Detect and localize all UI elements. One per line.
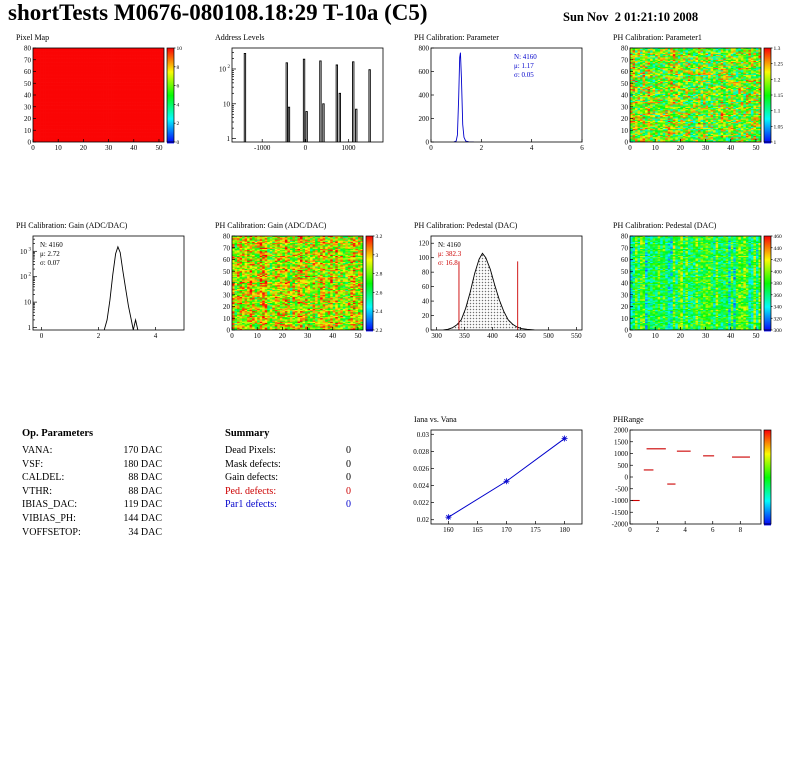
param-row: VANA: 170 DAC [22, 444, 162, 458]
summary-block: Summary Dead Pixels: 0 Mask defects: 0 Gain … [225, 428, 351, 512]
param-row: Ped. defects: 0 [225, 485, 351, 499]
panel-pixel-map: Pixel Map [6, 33, 198, 157]
param-value: 88 DAC [128, 472, 162, 484]
op-parameters-heading: Op. Parameters [22, 428, 94, 439]
panel-pedestal-heatmap: PH Calibration: Pedestal (DAC) [603, 221, 795, 345]
panel-gain-histogram: PH Calibration: Gain (ADC/DAC) [6, 221, 198, 345]
page-title: shortTests M0676-080108.18:29 T-10a (C5) [8, 0, 428, 25]
pixel-map-heatmap [6, 43, 198, 155]
param-label: VIBIAS_PH: [22, 512, 76, 524]
param-value: 88 DAC [128, 485, 162, 497]
phrange-chart [603, 425, 795, 537]
param-value: 0 [346, 472, 351, 484]
param-label: VSF: [22, 458, 44, 470]
panel-title: Pixel Map [16, 33, 50, 42]
pedestal-histogram [404, 231, 596, 343]
param-value: 180 DAC [123, 458, 162, 470]
param-row: VIBIAS_PH: 144 DAC [22, 512, 162, 526]
panel-title: PHRange [613, 415, 644, 424]
panel-title: PH Calibration: Pedestal (DAC) [414, 221, 518, 230]
param-label: Ped. defects: [225, 485, 277, 497]
op-parameters-rows: VANA: 170 DAC VSF: 180 DAC CALDEL: 88 DAC VTHR… [22, 444, 162, 539]
panel-title: PH Calibration: Parameter [414, 33, 499, 42]
panel-ph-calibration-parameter: PH Calibration: Parameter [404, 33, 596, 157]
address-levels-histogram [205, 43, 397, 155]
panel-gain-heatmap: PH Calibration: Gain (ADC/DAC) [205, 221, 397, 345]
param-row: Mask defects: 0 [225, 458, 351, 472]
param-value: 144 DAC [123, 512, 162, 524]
param-label: VOFFSETOP: [22, 526, 81, 538]
panel-title: PH Calibration: Pedestal (DAC) [613, 221, 717, 230]
param-value: 34 DAC [128, 526, 162, 538]
gain-histogram [6, 231, 198, 343]
panel-ph-calibration-parameter1: PH Calibration: Parameter1 [603, 33, 795, 157]
panel-title: PH Calibration: Parameter1 [613, 33, 702, 42]
timestamp: Sun Nov 2 01:21:10 2008 [563, 10, 699, 24]
gain-heatmap [205, 231, 397, 343]
param-label: Mask defects: [225, 458, 281, 470]
panel-address-levels: Address Levels [205, 33, 397, 157]
param-label: Dead Pixels: [225, 445, 276, 456]
param-label: VANA: [22, 445, 53, 456]
param-row: Gain defects: 0 [225, 471, 351, 485]
param-value: 0 [346, 499, 351, 511]
summary-heading: Summary [225, 428, 270, 439]
param-row: VSF: 180 DAC [22, 458, 162, 472]
param-row: IBIAS_DAC: 119 DAC [22, 498, 162, 512]
param-row: CALDEL: 88 DAC [22, 471, 162, 485]
param-value: 170 DAC [123, 445, 162, 456]
param-value: 0 [346, 458, 351, 470]
param-row: VTHR: 88 DAC [22, 485, 162, 499]
param-label: Par1 defects: [225, 499, 277, 511]
param-row: Par1 defects: 0 [225, 498, 351, 512]
panel-title: Iana vs. Vana [414, 415, 457, 424]
panel-phrange: PHRange [603, 415, 795, 539]
op-parameters-block: Op. Parameters VANA: 170 DAC VSF: 180 DAC CA… [22, 428, 162, 539]
panel-title: PH Calibration: Gain (ADC/DAC) [16, 221, 128, 230]
param-value: 0 [346, 485, 351, 497]
summary-rows: Dead Pixels: 0 Mask defects: 0 Gain defects:… [225, 444, 351, 512]
param-label: Gain defects: [225, 472, 279, 484]
param-row: Dead Pixels: 0 [225, 444, 351, 458]
pedestal-heatmap [603, 231, 795, 343]
param-row: VOFFSETOP: 34 DAC [22, 526, 162, 540]
param-value: 0 [346, 445, 351, 456]
iana-vs-vana-line-chart [404, 425, 596, 537]
ph-parameter1-heatmap [603, 43, 795, 155]
ph-parameter-histogram [404, 43, 596, 155]
panel-title: PH Calibration: Gain (ADC/DAC) [215, 221, 327, 230]
panel-title: Address Levels [215, 33, 265, 42]
panel-iana-vs-vana: Iana vs. Vana [404, 415, 596, 539]
panel-pedestal-histogram: PH Calibration: Pedestal (DAC) [404, 221, 596, 345]
param-label: CALDEL: [22, 472, 65, 484]
param-value: 119 DAC [123, 499, 162, 511]
param-label: IBIAS_DAC: [22, 499, 78, 511]
param-label: VTHR: [22, 485, 52, 497]
